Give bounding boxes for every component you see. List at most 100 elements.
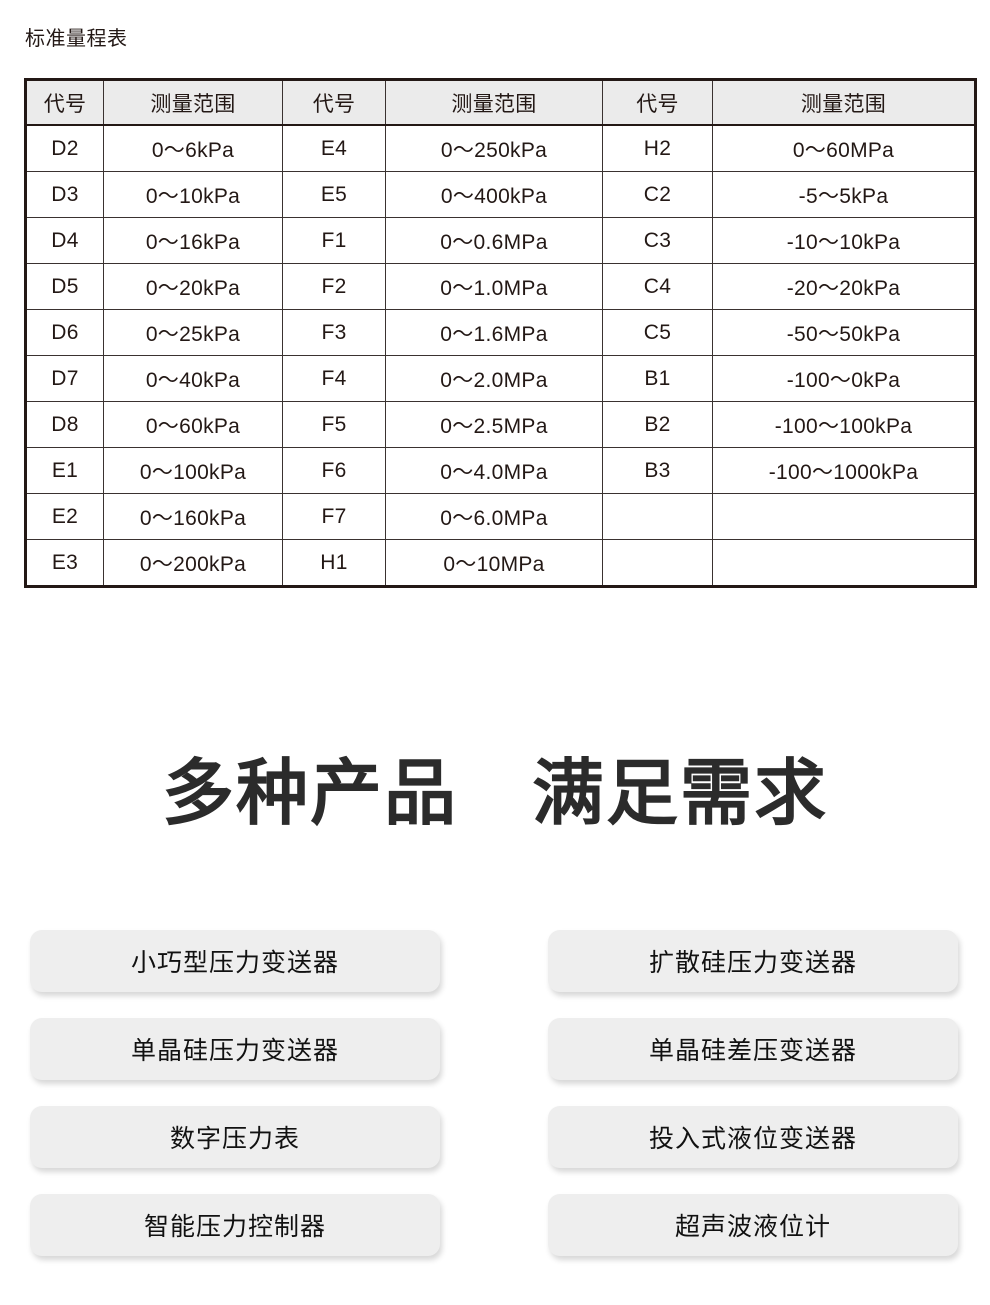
cell-code-2: E5 — [282, 171, 386, 218]
table-row: D2 0～6kPa E4 0～250kPa H2 0～60MPa — [25, 124, 976, 172]
cell-range-2: 0～2.5MPa — [385, 401, 603, 448]
page-title: 标准量程表 — [25, 28, 128, 50]
product-button-label: 小巧型压力变送器 — [130, 949, 339, 977]
product-button[interactable]: 单晶硅差压变送器 — [548, 1018, 958, 1080]
cell-code-3: B1 — [602, 355, 713, 402]
table-row: D8 0～60kPa F5 0～2.5MPa B2 -100～100kPa — [25, 401, 976, 448]
product-button-label: 智能压力控制器 — [143, 1213, 326, 1241]
product-button-label: 超声波液位计 — [674, 1213, 831, 1241]
product-button-label: 数字压力表 — [169, 1125, 300, 1153]
cell-range-3: 0～60MPa — [712, 124, 976, 172]
column-header-range-2: 测量范围 — [385, 79, 603, 126]
table-body: D2 0～6kPa E4 0～250kPa H2 0～60MPa D3 0～10kPa E5 0～… — [25, 124, 976, 587]
cell-code-1: D8 — [25, 401, 104, 448]
cell-range-2: 0～250kPa — [385, 124, 603, 172]
table-row: D7 0～40kPa F4 0～2.0MPa B1 -100～0kPa — [25, 355, 976, 402]
product-button[interactable]: 超声波液位计 — [548, 1194, 958, 1256]
cell-range-2: 0～2.0MPa — [385, 355, 603, 402]
cell-range-1: 0～25kPa — [103, 309, 283, 356]
cell-range-1: 0～60kPa — [103, 401, 283, 448]
cell-code-3 — [602, 493, 713, 540]
cell-code-1: D6 — [25, 309, 104, 356]
table-row: E3 0～200kPa H1 0～10MPa — [25, 539, 976, 587]
cell-range-3: -100～1000kPa — [712, 447, 976, 494]
cell-code-3 — [602, 539, 713, 587]
cell-code-1: E3 — [25, 539, 104, 587]
cell-range-3: -10～10kPa — [712, 217, 976, 264]
cell-range-1: 0～6kPa — [103, 124, 283, 172]
product-button[interactable]: 单晶硅压力变送器 — [30, 1018, 440, 1080]
product-column-right: 扩散硅压力变送器 单晶硅差压变送器 投入式液位变送器 超声波液位计 — [548, 930, 958, 1282]
cell-range-1: 0～20kPa — [103, 263, 283, 310]
cell-range-3: -100～0kPa — [712, 355, 976, 402]
product-button[interactable]: 扩散硅压力变送器 — [548, 930, 958, 992]
cell-code-1: D3 — [25, 171, 104, 218]
cell-code-3: C5 — [602, 309, 713, 356]
table-header: 代号 测量范围 代号 测量范围 代号 测量范围 — [25, 79, 976, 126]
cell-code-1: D2 — [25, 124, 104, 172]
cell-range-2: 0～0.6MPa — [385, 217, 603, 264]
product-button-label: 扩散硅压力变送器 — [648, 949, 857, 977]
cell-range-1: 0～16kPa — [103, 217, 283, 264]
table-row: E2 0～160kPa F7 0～6.0MPa — [25, 493, 976, 540]
cell-range-3: -100～100kPa — [712, 401, 976, 448]
product-button-label: 单晶硅压力变送器 — [130, 1037, 339, 1065]
cell-range-1: 0～200kPa — [103, 539, 283, 587]
cell-code-2: F6 — [282, 447, 386, 494]
cell-code-3: C3 — [602, 217, 713, 264]
table-row: D5 0～20kPa F2 0～1.0MPa C4 -20～20kPa — [25, 263, 976, 310]
table-row: D4 0～16kPa F1 0～0.6MPa C3 -10～10kPa — [25, 217, 976, 264]
column-header-range-3: 测量范围 — [712, 79, 976, 126]
product-button[interactable]: 投入式液位变送器 — [548, 1106, 958, 1168]
cell-code-1: D5 — [25, 263, 104, 310]
range-table-container: 代号 测量范围 代号 测量范围 代号 测量范围 D2 0～6kPa E4 0～250k… — [24, 78, 977, 588]
cell-range-1: 0～160kPa — [103, 493, 283, 540]
cell-range-2: 0～10MPa — [385, 539, 603, 587]
table-row: D6 0～25kPa F3 0～1.6MPa C5 -50～50kPa — [25, 309, 976, 356]
cell-code-2: F4 — [282, 355, 386, 402]
cell-code-2: F5 — [282, 401, 386, 448]
cell-range-3 — [712, 539, 976, 587]
product-button-label: 投入式液位变送器 — [648, 1125, 857, 1153]
column-header-code-3: 代号 — [602, 79, 713, 126]
cell-code-2: F1 — [282, 217, 386, 264]
product-column-left: 小巧型压力变送器 单晶硅压力变送器 数字压力表智能压力控制器 — [30, 930, 440, 1282]
product-button[interactable]: 智能压力控制器 — [30, 1194, 440, 1256]
cell-range-2: 0～6.0MPa — [385, 493, 603, 540]
product-button[interactable]: 数字压力表 — [30, 1106, 440, 1168]
cell-code-1: E2 — [25, 493, 104, 540]
cell-code-3: C2 — [602, 171, 713, 218]
cell-code-3: C4 — [602, 263, 713, 310]
section-headline: 多种产品 满足需求 — [161, 751, 828, 835]
product-button[interactable]: 小巧型压力变送器 — [30, 930, 440, 992]
cell-range-2: 0～1.6MPa — [385, 309, 603, 356]
cell-code-1: D7 — [25, 355, 104, 402]
cell-code-2: F3 — [282, 309, 386, 356]
table-row: E1 0～100kPa F6 0～4.0MPa B3 -100～1000kPa — [25, 447, 976, 494]
cell-range-3 — [712, 493, 976, 540]
cell-range-2: 0～400kPa — [385, 171, 603, 218]
cell-code-2: E4 — [282, 124, 386, 172]
cell-code-2: F7 — [282, 493, 386, 540]
cell-code-2: F2 — [282, 263, 386, 310]
cell-code-3: H2 — [602, 124, 713, 172]
cell-code-3: B2 — [602, 401, 713, 448]
cell-code-2: H1 — [282, 539, 386, 587]
cell-range-1: 0～100kPa — [103, 447, 283, 494]
cell-range-3: -5～5kPa — [712, 171, 976, 218]
cell-code-3: B3 — [602, 447, 713, 494]
cell-range-1: 0～10kPa — [103, 171, 283, 218]
table-header-row: 代号 测量范围 代号 测量范围 代号 测量范围 — [25, 79, 976, 126]
cell-range-2: 0～1.0MPa — [385, 263, 603, 310]
cell-code-1: E1 — [25, 447, 104, 494]
column-header-code-2: 代号 — [282, 79, 386, 126]
cell-range-2: 0～4.0MPa — [385, 447, 603, 494]
cell-range-3: -50～50kPa — [712, 309, 976, 356]
cell-code-1: D4 — [25, 217, 104, 264]
standard-range-table: 代号 测量范围 代号 测量范围 代号 测量范围 D2 0～6kPa E4 0～250k… — [24, 78, 977, 588]
product-button-label: 单晶硅差压变送器 — [648, 1037, 857, 1065]
column-header-code-1: 代号 — [25, 79, 104, 126]
cell-range-3: -20～20kPa — [712, 263, 976, 310]
cell-range-1: 0～40kPa — [103, 355, 283, 402]
column-header-range-1: 测量范围 — [103, 79, 283, 126]
